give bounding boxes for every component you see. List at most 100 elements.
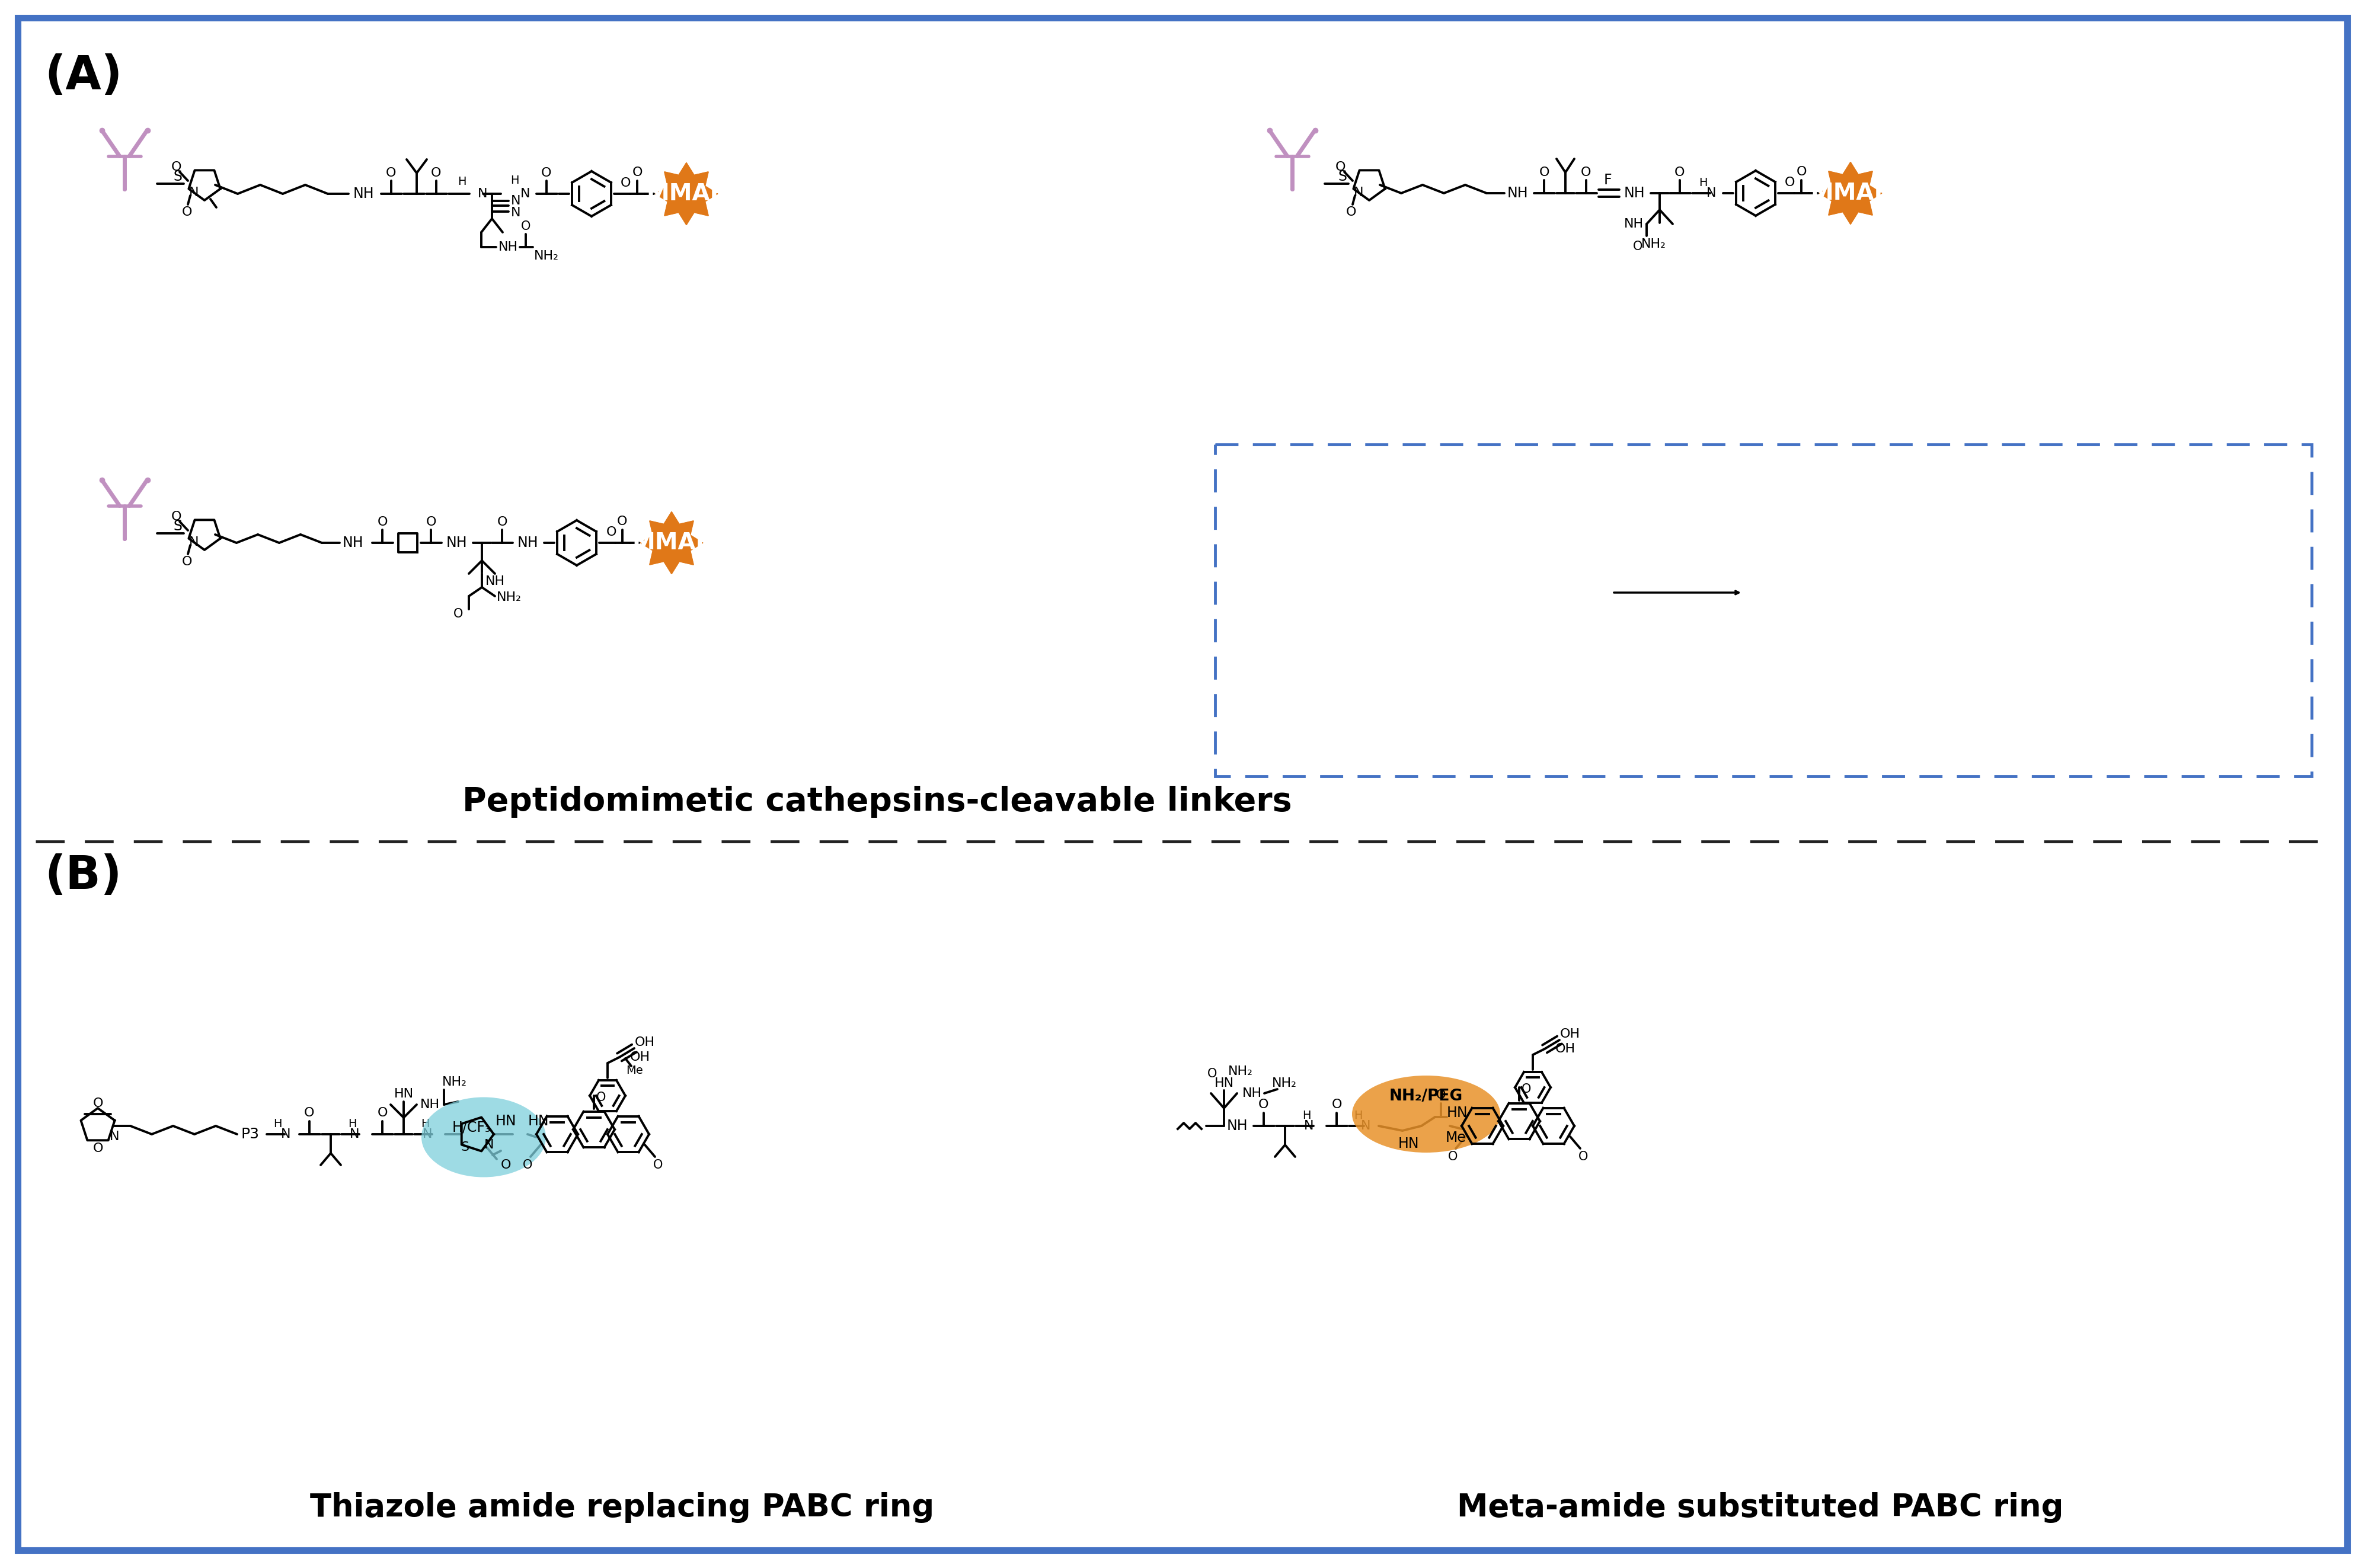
Text: O: O	[1447, 1151, 1457, 1162]
Text: S: S	[1256, 596, 1263, 608]
Text: S: S	[1911, 563, 1920, 577]
Text: NH₂: NH₂	[534, 249, 558, 262]
Text: N: N	[511, 194, 520, 207]
Text: NH: NH	[499, 241, 518, 252]
Text: N: N	[485, 1138, 494, 1151]
Text: NH: NH	[1507, 187, 1528, 201]
Text: O: O	[170, 511, 182, 522]
Text: Peptidomimetic cathepsins-cleavable linkers: Peptidomimetic cathepsins-cleavable link…	[464, 786, 1291, 818]
Text: N: N	[189, 536, 199, 549]
Text: H: H	[456, 176, 466, 188]
Text: O: O	[605, 527, 617, 538]
Text: O: O	[631, 166, 643, 179]
Text: O: O	[501, 1159, 511, 1171]
Text: H: H	[421, 1118, 430, 1129]
Text: N: N	[1353, 187, 1365, 199]
Text: NH: NH	[1831, 663, 1849, 674]
Text: N: N	[520, 188, 530, 199]
Text: NH: NH	[518, 536, 539, 550]
Polygon shape	[189, 171, 220, 201]
Text: O: O	[1206, 1068, 1218, 1080]
Polygon shape	[655, 163, 717, 224]
Polygon shape	[1736, 171, 1776, 216]
Polygon shape	[1793, 574, 1816, 597]
Ellipse shape	[1353, 1076, 1499, 1152]
Text: OH: OH	[1556, 1043, 1575, 1055]
Text: N: N	[281, 1129, 291, 1140]
Text: HN: HN	[1447, 1105, 1469, 1120]
Text: N: N	[478, 188, 487, 199]
Text: N: N	[511, 207, 520, 218]
Text: NH: NH	[1242, 1087, 1261, 1099]
Text: MMAE: MMAE	[1812, 182, 1890, 204]
Text: O: O	[1674, 166, 1684, 179]
Text: S: S	[173, 519, 182, 533]
Text: O: O	[182, 207, 192, 218]
Polygon shape	[80, 1109, 116, 1140]
Polygon shape	[189, 521, 220, 550]
Text: CatB: CatB	[1911, 566, 1946, 580]
Text: O: O	[1331, 1099, 1341, 1110]
Polygon shape	[1353, 171, 1386, 201]
Text: O: O	[376, 516, 388, 528]
Text: (B): (B)	[45, 853, 121, 898]
Text: O: O	[1436, 1090, 1445, 1101]
Polygon shape	[1516, 1073, 1551, 1102]
Text: NH: NH	[421, 1099, 440, 1110]
Text: NH: NH	[1625, 218, 1644, 230]
Polygon shape	[608, 1116, 648, 1152]
Text: MMAE: MMAE	[646, 182, 726, 205]
Text: O: O	[170, 162, 182, 172]
Text: NH: NH	[1284, 663, 1303, 674]
Polygon shape	[400, 533, 416, 552]
Text: S: S	[461, 1142, 471, 1152]
Text: Cathepsin B: Cathepsin B	[1627, 563, 1726, 580]
Text: H: H	[1303, 1110, 1310, 1121]
Text: O: O	[305, 1107, 315, 1120]
Ellipse shape	[421, 1098, 546, 1178]
Text: NH: NH	[1873, 563, 1897, 577]
Polygon shape	[572, 1112, 615, 1148]
FancyBboxPatch shape	[1216, 444, 2311, 776]
Text: NH: NH	[447, 536, 466, 550]
Text: NH₂/PEG: NH₂/PEG	[1388, 1088, 1464, 1104]
Text: OH: OH	[629, 1051, 650, 1063]
Text: N: N	[1705, 187, 1717, 199]
Text: N: N	[109, 1131, 118, 1143]
Text: O: O	[376, 1107, 388, 1120]
Text: cBu containing covalent inhibitor of catepsin B: cBu containing covalent inhibitor of cat…	[1502, 470, 2024, 491]
Text: O: O	[1258, 1099, 1270, 1110]
Text: H: H	[511, 176, 518, 187]
Text: H/CF₃: H/CF₃	[452, 1120, 490, 1134]
Text: O: O	[1336, 162, 1346, 172]
Text: O: O	[620, 177, 631, 190]
Text: NH: NH	[485, 575, 504, 588]
Text: NH: NH	[1873, 629, 1892, 640]
Text: N: N	[1303, 1120, 1313, 1132]
Text: O: O	[1795, 166, 1807, 177]
Text: Me: Me	[1445, 1131, 1466, 1145]
Text: HN: HN	[1213, 1077, 1235, 1090]
Polygon shape	[1462, 1109, 1504, 1145]
Polygon shape	[1499, 1104, 1540, 1138]
Text: Meta-amide substituted PABC ring: Meta-amide substituted PABC ring	[1457, 1493, 2065, 1523]
Text: NH: NH	[352, 187, 374, 201]
Text: OH: OH	[1561, 1029, 1580, 1040]
Text: O: O	[426, 516, 435, 528]
Polygon shape	[1533, 1109, 1575, 1145]
Text: N: N	[1360, 1120, 1372, 1132]
Polygon shape	[1296, 579, 1313, 594]
Polygon shape	[572, 171, 610, 216]
Text: H: H	[272, 1118, 281, 1129]
Text: H: H	[1353, 1110, 1362, 1121]
Text: O: O	[1786, 177, 1795, 188]
Text: HN: HN	[494, 1115, 516, 1129]
Text: O: O	[1577, 1151, 1587, 1162]
Text: O: O	[523, 1159, 532, 1171]
Text: S: S	[1800, 596, 1809, 608]
Text: NH₂: NH₂	[1641, 238, 1667, 249]
Text: O: O	[542, 168, 551, 179]
Text: N: N	[350, 1129, 359, 1140]
Text: O: O	[520, 221, 530, 232]
Text: NH: NH	[1227, 1120, 1249, 1134]
